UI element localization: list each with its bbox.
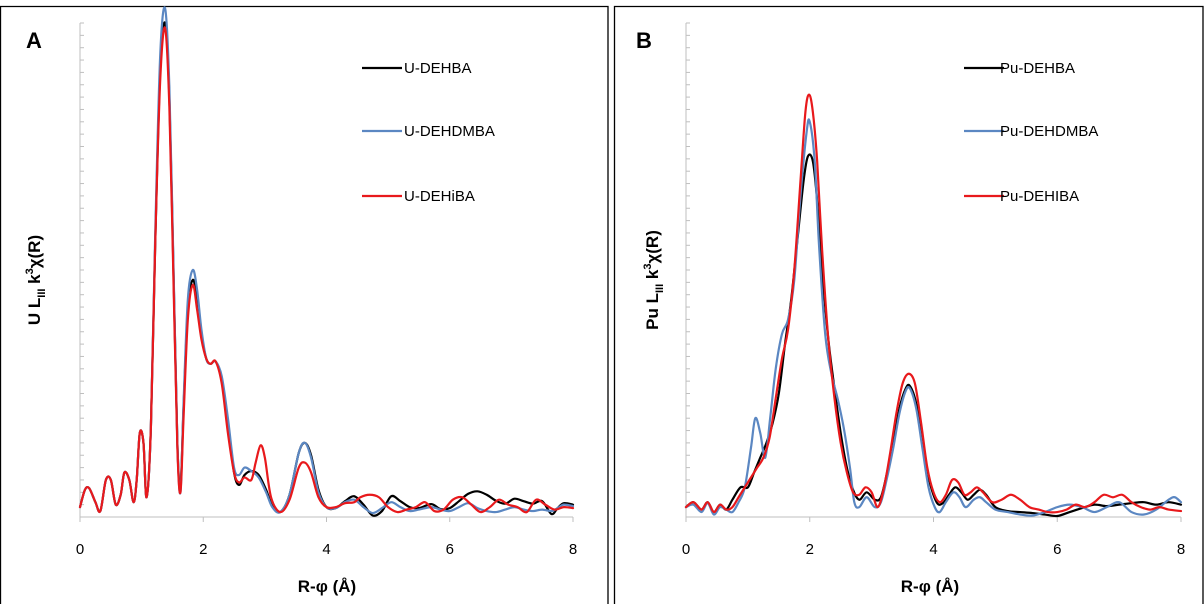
x-tick-label: 8 [569, 541, 577, 558]
legend-label: Pu-DEHDMBA [1000, 123, 1098, 140]
x-tick-label: 2 [806, 541, 814, 558]
series-line-u-dehiba [78, 26, 575, 514]
x-tick-label: 8 [1177, 541, 1185, 558]
panel-frame [613, 5, 1204, 604]
legend-label: U-DEHiBA [404, 188, 475, 205]
x-tick-label: 0 [76, 541, 84, 558]
panel-label: A [26, 28, 42, 53]
panel-a: A 0 2 4 6 8 R-φ (Å) U LIII k3χ(R) U-DEHBA U-DEHDM… [0, 5, 609, 604]
x-tick-label: 6 [1053, 541, 1061, 558]
x-tick-label: 6 [446, 541, 454, 558]
y-axis-label: Pu LIII k3χ(R) [642, 230, 666, 330]
legend-label: U-DEHDMBA [404, 123, 495, 140]
legend-label: U-DEHBA [404, 60, 472, 77]
x-tick-label: 4 [929, 541, 937, 558]
panel-label: B [636, 28, 652, 53]
legend-label: Pu-DEHBA [1000, 60, 1075, 77]
x-tick-label: 0 [682, 541, 690, 558]
x-axis-label: R-φ (Å) [901, 577, 959, 596]
x-tick-label: 4 [322, 541, 330, 558]
legend-label: Pu-DEHIBA [1000, 188, 1079, 205]
x-tick-label: 2 [199, 541, 207, 558]
series-line-pu-dehiba [684, 93, 1183, 514]
y-axis-label: U LIII k3χ(R) [24, 235, 48, 325]
panel-b: B 0 2 4 6 8 R-φ (Å) Pu LIII k3χ(R) Pu-DEHBA Pu-DE… [613, 5, 1204, 604]
panel-frame [0, 5, 609, 604]
x-axis-label: R-φ (Å) [298, 577, 356, 596]
